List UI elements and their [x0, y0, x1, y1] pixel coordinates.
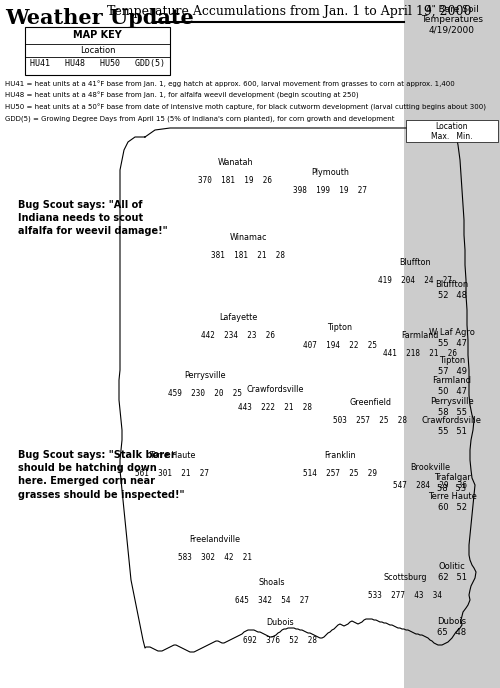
Text: HU50 = heat units at a 50°F base from date of intensive moth capture, for black : HU50 = heat units at a 50°F base from da…: [5, 104, 486, 111]
Text: 547  284  29  36: 547 284 29 36: [393, 481, 467, 490]
Text: HU41   HU48   HU50   GDD(5): HU41 HU48 HU50 GDD(5): [30, 59, 165, 68]
Text: Perrysville: Perrysville: [184, 371, 226, 380]
Text: Winamac: Winamac: [229, 233, 267, 242]
Text: 441  218  21  26: 441 218 21 26: [383, 349, 457, 358]
Text: 4" Bare Soil
Temperatures
4/19/2000: 4" Bare Soil Temperatures 4/19/2000: [421, 5, 483, 35]
Text: Tipton: Tipton: [328, 323, 352, 332]
Text: 407  194  22  25: 407 194 22 25: [303, 341, 377, 350]
Text: 398  199  19  27: 398 199 19 27: [293, 186, 367, 195]
Text: Bug Scout says: "All of
Indiana needs to scout
alfalfa for weevil damage!": Bug Scout says: "All of Indiana needs to…: [18, 200, 168, 237]
Text: Bluffton: Bluffton: [399, 258, 431, 267]
Text: Location: Location: [80, 46, 115, 55]
Text: 645  342  54  27: 645 342 54 27: [235, 596, 309, 605]
Text: Perrysville: Perrysville: [430, 397, 474, 406]
Text: 459  230  20  25: 459 230 20 25: [168, 389, 242, 398]
Text: Farmland: Farmland: [432, 376, 472, 385]
Text: 55   47: 55 47: [438, 339, 466, 348]
Text: 561  301  21  27: 561 301 21 27: [135, 469, 209, 478]
Text: 55   51: 55 51: [438, 427, 466, 436]
Text: 419  204  24  27: 419 204 24 27: [378, 276, 452, 285]
Text: 381  181  21  28: 381 181 21 28: [211, 251, 285, 260]
Text: 692  376  52  28: 692 376 52 28: [243, 636, 317, 645]
Text: Bug Scout says: "Stalk borer
should be hatching down
here. Emerged corn near
gra: Bug Scout says: "Stalk borer should be h…: [18, 450, 184, 499]
Text: Crawfordsville: Crawfordsville: [246, 385, 304, 394]
Text: W Laf Agro: W Laf Agro: [429, 328, 475, 337]
Text: GDD(5) = Growing Degree Days from April 15 (5% of Indiana's corn planted), for c: GDD(5) = Growing Degree Days from April …: [5, 116, 394, 122]
Text: MAP KEY: MAP KEY: [73, 30, 122, 40]
Text: 503  257  25  28: 503 257 25 28: [333, 416, 407, 425]
Text: 57   49: 57 49: [438, 367, 466, 376]
Text: Brookville: Brookville: [410, 463, 450, 472]
Text: Bluffton: Bluffton: [436, 280, 468, 289]
Text: Dubois: Dubois: [266, 618, 294, 627]
Text: Oolitic: Oolitic: [438, 562, 466, 571]
Bar: [404, 0, 500, 688]
Bar: [25, 27, 170, 75]
Text: 583  302  42  21: 583 302 42 21: [178, 553, 252, 562]
Text: 58   53: 58 53: [438, 484, 466, 493]
Text: Terre Haute: Terre Haute: [428, 492, 476, 501]
Text: Trafalgar: Trafalgar: [434, 473, 470, 482]
Text: Temperature Accumulations from Jan. 1 to April 19, 2000: Temperature Accumulations from Jan. 1 to…: [107, 5, 472, 18]
Text: HU48 = heat units at a 48°F base from Jan. 1, for alfalfa weevil development (be: HU48 = heat units at a 48°F base from Ja…: [5, 92, 358, 99]
Text: Farmland: Farmland: [402, 331, 438, 340]
Text: 50   47: 50 47: [438, 387, 466, 396]
Text: Terre Haute: Terre Haute: [149, 451, 195, 460]
Text: 514  257  25  29: 514 257 25 29: [303, 469, 377, 478]
Text: Franklin: Franklin: [324, 451, 356, 460]
Text: Crawfordsville: Crawfordsville: [422, 416, 482, 425]
Text: 52   48: 52 48: [438, 291, 466, 300]
Text: Scottsburg: Scottsburg: [384, 573, 427, 582]
Text: 62   51: 62 51: [438, 573, 466, 582]
Text: Dubois: Dubois: [438, 617, 466, 626]
Text: Weather Update: Weather Update: [5, 8, 194, 28]
Text: 370  181  19  26: 370 181 19 26: [198, 176, 272, 185]
Text: Plymouth: Plymouth: [311, 168, 349, 177]
Text: Greenfield: Greenfield: [349, 398, 391, 407]
Text: Tipton: Tipton: [439, 356, 465, 365]
Text: Location: Location: [436, 122, 468, 131]
Bar: [406, 120, 498, 142]
Text: 443  222  21  28: 443 222 21 28: [238, 403, 312, 412]
Text: 65   48: 65 48: [438, 628, 466, 637]
Text: 60   52: 60 52: [438, 503, 466, 512]
Text: Max.   Min.: Max. Min.: [431, 132, 473, 141]
Text: 533  277  43  34: 533 277 43 34: [368, 591, 442, 600]
Text: 58   55: 58 55: [438, 408, 466, 417]
Text: 442  234  23  26: 442 234 23 26: [201, 331, 275, 340]
Text: Shoals: Shoals: [259, 578, 285, 587]
Text: Lafayette: Lafayette: [219, 313, 257, 322]
Text: Wanatah: Wanatah: [217, 158, 253, 167]
Text: Freelandville: Freelandville: [190, 535, 240, 544]
Text: HU41 = heat units at a 41°F base from Jan. 1, egg hatch at approx. 600, larval m: HU41 = heat units at a 41°F base from Ja…: [5, 80, 455, 87]
